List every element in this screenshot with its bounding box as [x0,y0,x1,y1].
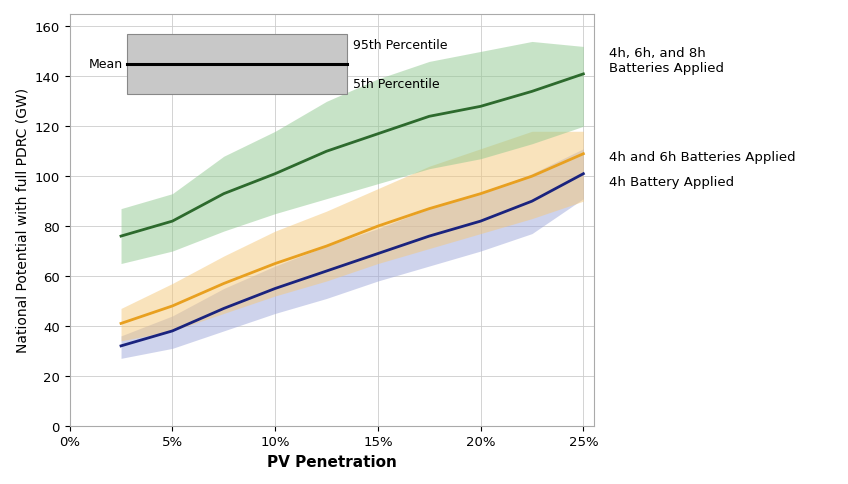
Text: 95th Percentile: 95th Percentile [354,39,448,52]
Text: 4h Battery Applied: 4h Battery Applied [610,175,734,188]
FancyBboxPatch shape [127,35,347,95]
Text: 5th Percentile: 5th Percentile [354,77,440,91]
X-axis label: PV Penetration: PV Penetration [267,454,397,469]
Text: 4h, 6h, and 8h
Batteries Applied: 4h, 6h, and 8h Batteries Applied [610,47,724,75]
Text: 4h and 6h Batteries Applied: 4h and 6h Batteries Applied [610,151,796,164]
Y-axis label: National Potential with full PDRC (GW): National Potential with full PDRC (GW) [15,88,29,353]
Text: Mean: Mean [89,58,123,71]
